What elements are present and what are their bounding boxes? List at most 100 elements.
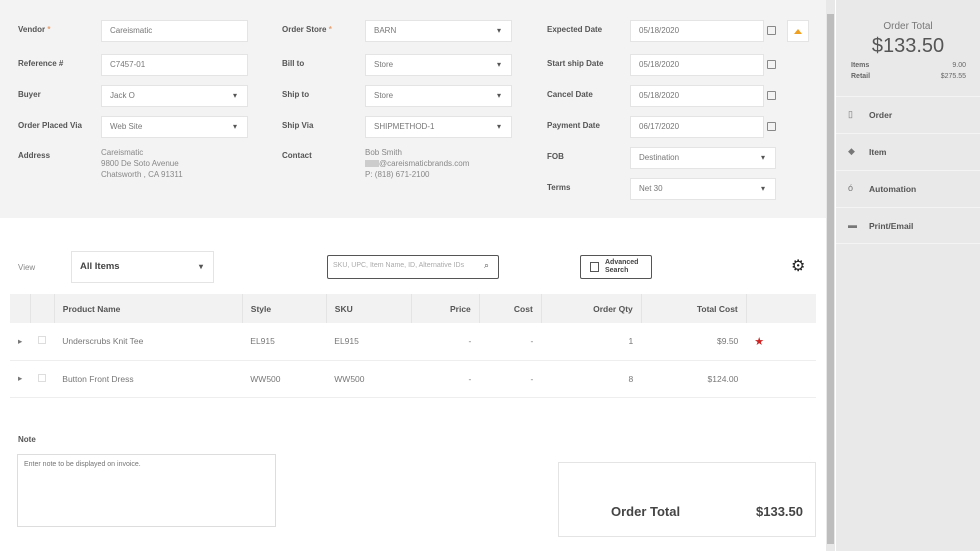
address-label: Address (18, 151, 51, 160)
payment-date-input[interactable]: 06/17/2020 (630, 116, 764, 138)
calendar-icon[interactable] (767, 122, 776, 131)
order-store-label: Order Store * (282, 25, 332, 34)
order-total-box: Order Total $133.50 (558, 462, 816, 537)
buyer-label: Buyer (18, 90, 41, 99)
search-input[interactable]: SKU, UPC, Item Name, ID, Alternative IDs (333, 262, 465, 269)
items-label: Items (851, 62, 870, 69)
sku: WW500 (326, 360, 412, 398)
payment-date-label: Payment Date (547, 121, 600, 130)
expected-date-label: Expected Date (547, 25, 603, 34)
calendar-icon[interactable] (767, 91, 776, 100)
order-placed-via-select[interactable]: Web Site (101, 116, 248, 138)
cost: - (479, 323, 542, 361)
vendor-input[interactable]: Careismatic (101, 20, 248, 42)
settings-gear-icon[interactable]: ⚙ (791, 258, 806, 275)
contact-phone: P: (818) 671-2100 (365, 170, 430, 179)
vendor-label: Vendor * (18, 25, 51, 34)
col-cost[interactable]: Cost (479, 294, 542, 323)
sku: EL915 (326, 323, 412, 361)
sidebar-item-order[interactable]: ▯ Order (836, 96, 980, 132)
terms-select[interactable]: Net 30 (630, 178, 776, 200)
sidebar-title: Order Total (883, 21, 933, 32)
fob-select[interactable]: Destination (630, 147, 776, 169)
total-cost: $9.50 (641, 323, 747, 361)
bill-to-select[interactable]: Store (365, 54, 512, 76)
ship-via-label: Ship Via (282, 121, 314, 130)
address-line: 9800 De Soto Avenue (101, 159, 179, 168)
table-row[interactable]: ▸ Underscrubs Knit Tee EL915 EL915 - - 1… (10, 323, 816, 361)
contact-name: Bob Smith (365, 148, 402, 157)
contact-text: Bob Smith @careismaticbrands.com P: (818… (365, 147, 469, 180)
table-header: Product Name Style SKU Price Cost Order … (10, 294, 816, 323)
note-label: Note (18, 435, 36, 444)
order-store-select[interactable]: BARN (365, 20, 512, 42)
automation-icon: ó (848, 183, 854, 193)
advanced-search-button[interactable]: Advanced Search (580, 255, 652, 279)
print-icon: ▬ (848, 220, 857, 230)
search-icon[interactable]: ⌕ (484, 260, 490, 270)
address-line: Careismatic (101, 148, 144, 157)
product-name[interactable]: Underscrubs Knit Tee (54, 323, 243, 361)
sidebar-item-automation[interactable]: ó Automation (836, 170, 980, 206)
ship-via-select[interactable]: SHIPMETHOD-1 (365, 116, 512, 138)
row-checkbox[interactable] (38, 336, 47, 345)
fob-label: FOB (547, 152, 564, 161)
ship-to-label: Ship to (282, 90, 310, 99)
sidebar-item-print-email[interactable]: ▬ Print/Email (836, 207, 980, 243)
order-qty[interactable]: 8 (541, 360, 642, 398)
buyer-select[interactable]: Jack O (101, 85, 248, 107)
bill-to-label: Bill to (282, 59, 305, 68)
cancel-date-input[interactable]: 05/18/2020 (630, 85, 764, 107)
terms-label: Terms (547, 183, 571, 192)
collapse-button[interactable] (787, 20, 809, 42)
caret-up-icon (794, 29, 802, 34)
sidebar-item-item[interactable]: ◆ Item (836, 133, 980, 169)
col-price[interactable]: Price (411, 294, 480, 323)
calendar-icon[interactable] (767, 26, 776, 35)
product-name[interactable]: Button Front Dress (54, 360, 243, 398)
col-sku[interactable]: SKU (326, 294, 412, 323)
note-textarea[interactable] (17, 454, 276, 527)
address-text: Careismatic 9800 De Soto Avenue Chatswor… (101, 147, 183, 180)
contact-label: Contact (282, 151, 312, 160)
sidebar-total: $133.50 (871, 35, 945, 57)
style: EL915 (242, 323, 327, 361)
view-select[interactable]: All Items (71, 251, 214, 283)
scrollbar-thumb[interactable] (827, 14, 834, 544)
reference-label: Reference # (18, 59, 64, 68)
advanced-search-icon (590, 262, 599, 272)
search-box[interactable]: SKU, UPC, Item Name, ID, Alternative IDs… (327, 255, 499, 279)
expand-row-icon[interactable]: ▸ (10, 323, 31, 361)
col-total-cost[interactable]: Total Cost (641, 294, 747, 323)
view-label: View (18, 263, 36, 272)
items-table: Product Name Style SKU Price Cost Order … (10, 294, 816, 398)
order-total-value: $133.50 (756, 504, 803, 519)
star-icon[interactable]: ★ (746, 323, 816, 361)
start-ship-date-label: Start ship Date (547, 59, 604, 68)
order-placed-via-label: Order Placed Via (18, 121, 82, 130)
col-order-qty[interactable]: Order Qty (541, 294, 642, 323)
start-ship-date-input[interactable]: 05/18/2020 (630, 54, 764, 76)
contact-email: @careismaticbrands.com (365, 158, 469, 169)
document-icon: ▯ (848, 109, 853, 119)
expected-date-input[interactable]: 05/18/2020 (630, 20, 764, 42)
reference-input[interactable]: C7457-01 (101, 54, 248, 76)
divider (836, 243, 980, 244)
expand-row-icon[interactable]: ▸ (10, 360, 31, 398)
style: WW500 (242, 360, 327, 398)
items-value: 9.00 (952, 62, 966, 69)
retail-value: $275.55 (940, 73, 966, 80)
retail-label: Retail (851, 73, 871, 80)
order-qty[interactable]: 1 (541, 323, 642, 361)
col-style[interactable]: Style (242, 294, 327, 323)
ship-to-select[interactable]: Store (365, 85, 512, 107)
price: - (411, 323, 480, 361)
address-line: Chatsworth , CA 91311 (101, 170, 183, 179)
total-cost: $124.00 (641, 360, 747, 398)
col-product-name[interactable]: Product Name (54, 294, 243, 323)
cost: - (479, 360, 542, 398)
row-checkbox[interactable] (38, 373, 47, 382)
calendar-icon[interactable] (767, 60, 776, 69)
order-total-label: Order Total (611, 504, 681, 519)
table-row[interactable]: ▸ Button Front Dress WW500 WW500 - - 8 $… (10, 360, 816, 398)
